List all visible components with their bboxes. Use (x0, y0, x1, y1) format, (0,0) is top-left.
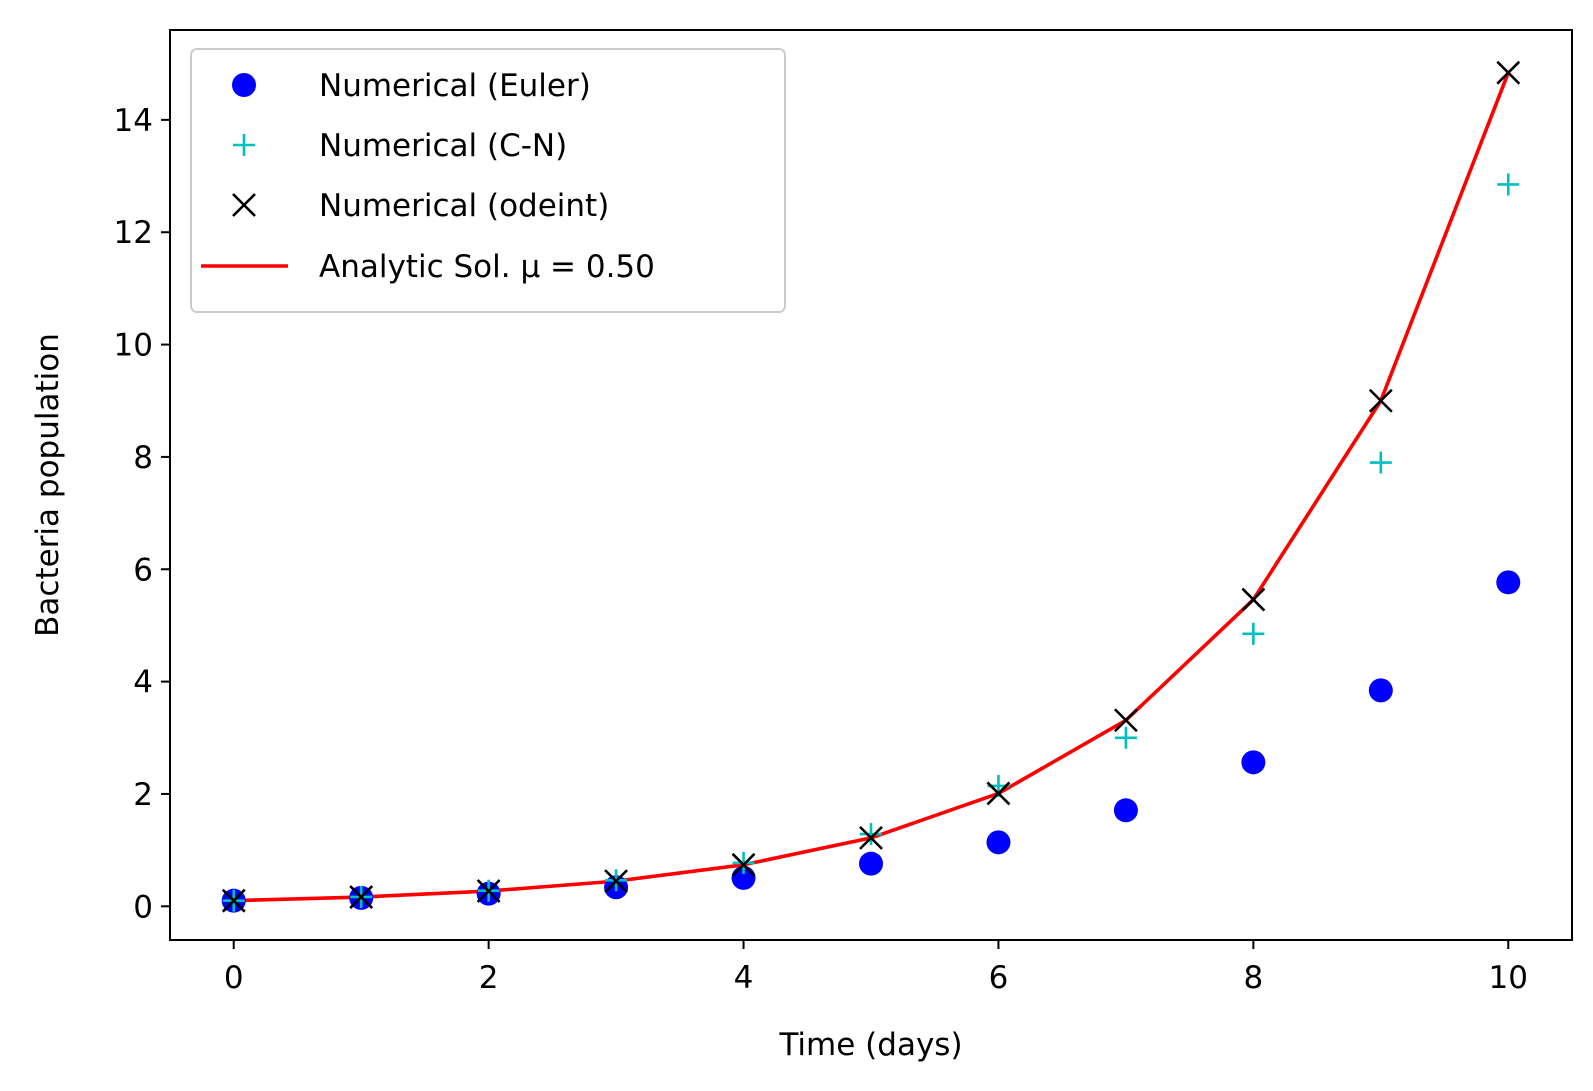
data-point (1241, 750, 1266, 775)
y-tick-label: 4 (133, 665, 153, 701)
y-tick-label: 0 (133, 889, 153, 925)
data-point (604, 869, 629, 894)
x-axis-ticks: 0 2 4 6 8 10 (224, 940, 1528, 996)
data-point (731, 852, 756, 877)
y-axis-label: Bacteria population (30, 333, 66, 637)
legend-label: Numerical (odeint) (319, 188, 609, 224)
data-marks (221, 60, 1521, 913)
data-point (986, 781, 1011, 806)
y-tick-label: 14 (114, 103, 153, 139)
y-axis-ticks: 0 2 4 6 8 10 12 14 (114, 103, 170, 925)
data-point (1113, 798, 1138, 823)
legend-box (190, 48, 786, 313)
data-point (986, 830, 1011, 855)
data-point (859, 851, 883, 876)
axes-frame (169, 29, 1573, 941)
x-tick-label: 4 (734, 960, 754, 996)
y-tick-label: 12 (114, 215, 153, 251)
x-axis-label: Time (days) (778, 1027, 962, 1063)
y-tick-label: 6 (133, 552, 153, 588)
legend-swatch-x (232, 193, 256, 217)
data-point (859, 825, 883, 850)
data-point (1497, 173, 1520, 196)
x-tick-label: 6 (989, 960, 1009, 996)
data-point (1241, 587, 1266, 612)
data-point (1496, 570, 1521, 595)
y-tick-label: 2 (133, 777, 153, 813)
series-2-points (221, 60, 1521, 913)
data-point (732, 851, 755, 874)
x-tick-label: 8 (1243, 960, 1263, 996)
data-point (221, 888, 246, 913)
x-tick-label: 0 (224, 960, 244, 996)
data-point (1113, 708, 1138, 733)
data-point (1368, 388, 1393, 413)
data-point (349, 885, 374, 909)
y-tick-label: 10 (114, 328, 153, 364)
legend-swatch-circle (232, 73, 256, 97)
data-point (476, 879, 501, 903)
legend-swatch-plus (233, 134, 255, 156)
x-tick-label: 10 (1489, 960, 1528, 996)
data-point (860, 823, 882, 846)
data-point (1368, 678, 1393, 703)
data-point (1114, 726, 1137, 749)
data-point (1242, 622, 1265, 645)
legend-label: Numerical (C-N) (319, 128, 567, 164)
data-point (1496, 60, 1521, 85)
x-tick-label: 2 (479, 960, 499, 996)
legend-label: Numerical (Euler) (319, 68, 591, 104)
data-point (1369, 451, 1392, 474)
y-tick-label: 8 (133, 440, 153, 476)
legend: Numerical (Euler) Numerical (C-N) Numerica… (190, 48, 786, 313)
legend-label: Analytic Sol. μ = 0.50 (319, 249, 655, 285)
